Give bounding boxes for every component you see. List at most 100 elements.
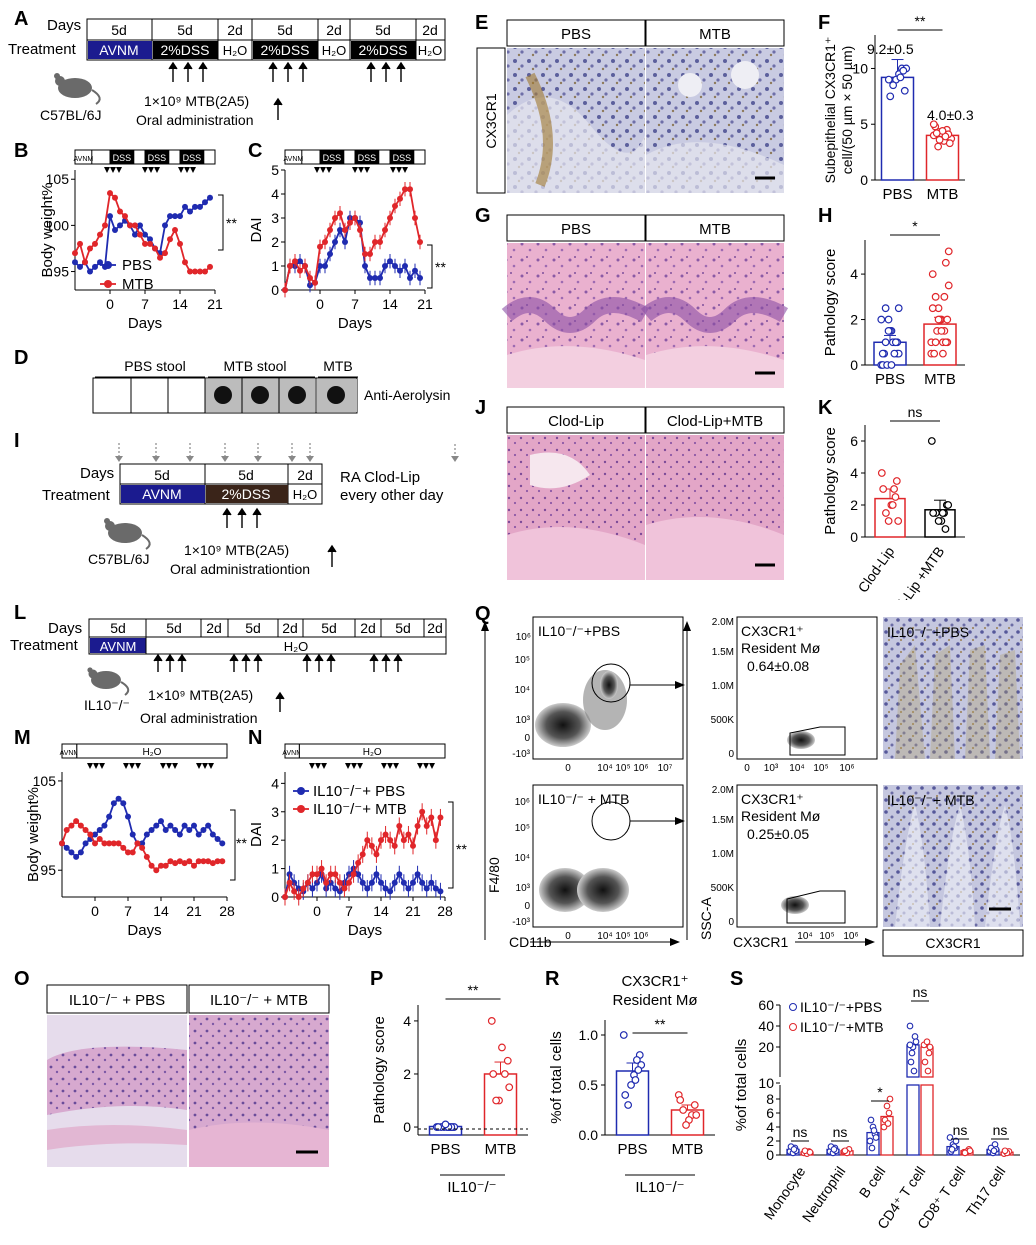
data-point [883, 1102, 891, 1110]
q-top-title: IL10⁻/⁻+PBS [538, 623, 620, 639]
data-point [870, 1127, 878, 1134]
data-point [886, 1095, 894, 1103]
x-tick-label: 14 [373, 903, 389, 919]
sig-label: ** [915, 13, 926, 29]
data-point [928, 304, 937, 313]
data-point [428, 814, 435, 821]
data-point [322, 239, 328, 245]
d-group-1: MTB stool [223, 358, 286, 374]
sig-label: ns [953, 1122, 968, 1138]
x-category-label: PBS [875, 371, 905, 388]
schedule-label: H₂O [363, 747, 382, 758]
schedule-seg [319, 149, 345, 165]
y-tick-label: 0 [403, 1119, 411, 1135]
data-point [172, 213, 178, 220]
panel-letter-m: M [14, 727, 31, 749]
y-tick-label: 2 [271, 234, 279, 250]
data-point [402, 263, 408, 269]
dose-arrow [123, 763, 129, 769]
l-treat-h2o: H₂O [284, 639, 309, 654]
data-point [317, 243, 323, 250]
data-point [364, 885, 371, 892]
a-dose: 1×10⁹ MTB(2A5) [144, 93, 249, 109]
data-point [417, 275, 423, 281]
dose-arrow [184, 167, 190, 173]
y-tick-label: 2 [766, 1133, 774, 1149]
panel-letter-k: K [818, 397, 833, 419]
series-line-pbs [74, 197, 211, 273]
data-point [82, 827, 89, 834]
dose-arrow [142, 167, 148, 173]
schedule-seg [284, 149, 303, 165]
data-point [82, 840, 89, 847]
schedule-label: DSS [323, 153, 342, 163]
data-point [337, 227, 343, 233]
y-axis-label: %of total cells [548, 1031, 565, 1124]
data-point [97, 231, 103, 238]
data-point [397, 195, 403, 202]
data-point [877, 315, 886, 324]
data-point [907, 1058, 915, 1066]
data-point [387, 837, 394, 844]
data-point [143, 831, 150, 838]
data-point [291, 888, 298, 895]
o-group-1: IL10⁻/⁻ + MTB [210, 992, 308, 1009]
dose-arrow [417, 763, 423, 769]
data-point [906, 1041, 914, 1049]
data-point [362, 251, 368, 257]
data-point [990, 1147, 998, 1155]
q-ytick-m-3: 500K [711, 715, 735, 726]
data-point [120, 844, 127, 851]
data-point [92, 240, 98, 247]
data-point [966, 1147, 974, 1155]
dose-arrow [387, 763, 393, 769]
data-point [205, 822, 212, 829]
data-point [414, 871, 421, 878]
svg-text:10⁶: 10⁶ [516, 632, 531, 643]
x-axis-label: Days [348, 922, 382, 939]
data-point [214, 858, 221, 865]
q-xtick-l-1: 10⁴ [597, 763, 612, 774]
data-point [202, 268, 208, 275]
q-ytick-l-3b: 10³ [516, 883, 531, 894]
data-point [357, 227, 363, 233]
a-treat-1: 2%DSS [160, 42, 209, 58]
panel-letter-r: R [545, 968, 560, 990]
data-point [941, 338, 950, 347]
data-point [387, 888, 394, 895]
data-point [941, 525, 950, 533]
data-point [928, 270, 937, 278]
scheme-a: Days Treatment 5d 5d 2d 5d 2d 5d 2d AVNM… [8, 17, 446, 128]
panel-letter-g: G [475, 205, 491, 227]
dose-arrow [309, 763, 315, 769]
data-point [500, 1070, 509, 1078]
data-point [884, 327, 893, 335]
data-point [323, 879, 330, 886]
data-point [891, 338, 900, 347]
data-point [309, 885, 316, 892]
data-point [181, 860, 188, 867]
data-point [162, 862, 169, 869]
schedule-label: AVNM [282, 750, 302, 757]
data-point [197, 203, 203, 210]
dose-arrow [402, 167, 408, 173]
q-ytick-l-5b: -10³ [512, 917, 530, 928]
data-point [287, 263, 293, 269]
a-cell-1: 5d [177, 22, 193, 38]
x-tick-label: 21 [207, 296, 223, 312]
sig-bracket [218, 194, 224, 251]
sig-bracket [427, 244, 433, 289]
panel-letter-d: D [14, 347, 29, 369]
j-group-1: Clod-Lip+MTB [667, 413, 763, 430]
data-point [77, 263, 83, 270]
x-category-label: MTB [927, 186, 959, 203]
q-xtick-m-2b: 10⁴ [797, 931, 812, 942]
a-cell-2: 2d [227, 22, 243, 38]
data-point [297, 258, 303, 265]
data-point [391, 879, 398, 886]
q-ytick-m-0b: 2.0M [712, 785, 734, 796]
schedule-label: AVNM [74, 156, 94, 163]
dose-arrow [196, 763, 202, 769]
j-group-0: Clod-Lip [548, 413, 604, 430]
data-point [317, 263, 323, 269]
